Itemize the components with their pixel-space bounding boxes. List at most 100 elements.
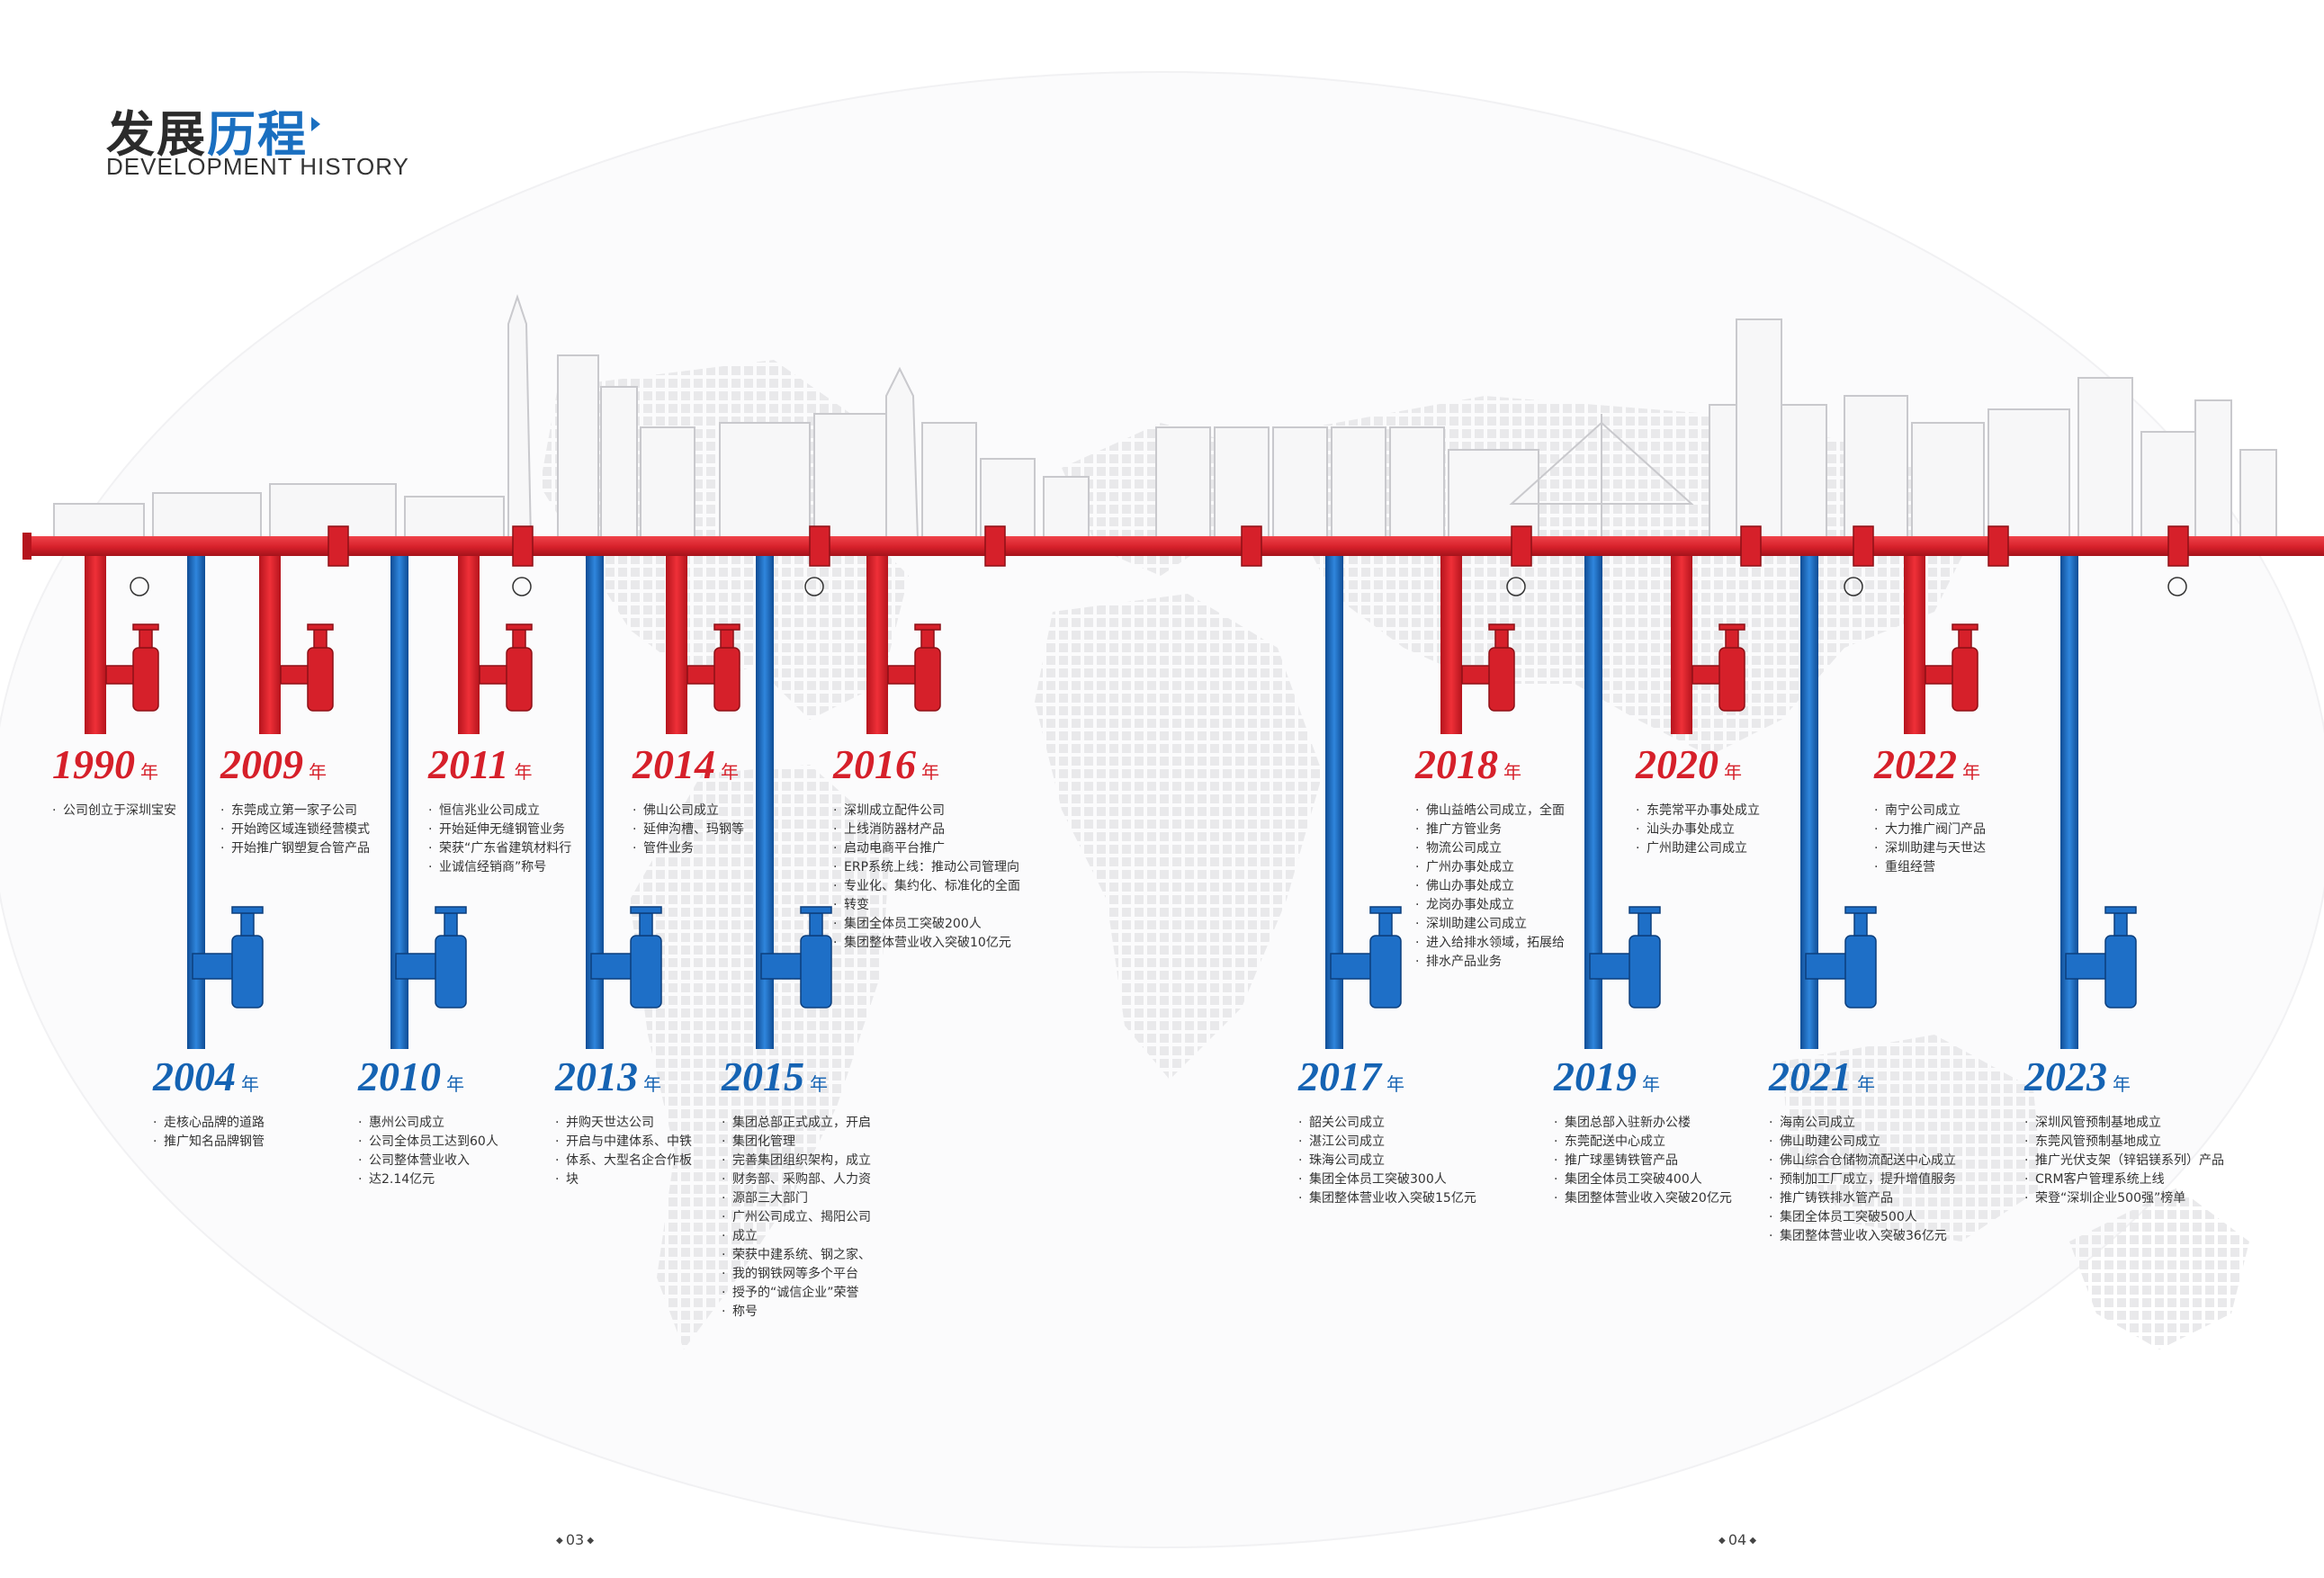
event-year: 2019 年: [1554, 1054, 1732, 1107]
event-items: 东莞常平办事处成立汕头办事处成立广州助建公司成立: [1636, 802, 1760, 858]
year-number: 2004: [153, 1053, 236, 1099]
event-year: 2011 年: [428, 742, 571, 794]
year-number: 2020: [1636, 741, 1718, 787]
year-number: 2017: [1298, 1053, 1381, 1099]
event-item: 体系、大型名企合作板: [555, 1152, 692, 1170]
event-items: 深圳成立配件公司上线消防器材产品启动电商平台推广ERP系统上线：推动公司管理向专…: [833, 802, 1020, 953]
event-item: 专业化、集约化、标准化的全面: [833, 877, 1020, 896]
inline-valves: [130, 525, 2189, 596]
event-2013: 2013年并购天世达公司开启与中建体系、中铁体系、大型名企合作板块: [555, 1053, 692, 1190]
title-part-dark: 发展: [106, 106, 207, 163]
event-year: 2023 年: [2024, 1054, 2224, 1107]
event-year: 2020 年: [1636, 742, 1760, 794]
event-item: ERP系统上线：推动公司管理向: [833, 858, 1020, 877]
event-items: 南宁公司成立大力推广阀门产品深圳助建与天世达重组经营: [1874, 802, 1986, 877]
event-item: 珠海公司成立: [1298, 1152, 1476, 1170]
event-item: 集团整体营业收入突破15亿元: [1298, 1189, 1476, 1208]
event-item: 佛山综合仓储物流配送中心成立: [1769, 1152, 1956, 1170]
event-item: 推广知名品牌钢管: [153, 1133, 265, 1152]
event-year: 2018 年: [1415, 742, 1565, 794]
event-item: 我的钢铁网等多个平台: [722, 1265, 871, 1284]
event-item: 东莞风管预制基地成立: [2024, 1133, 2224, 1152]
event-2009: 2009 年东莞成立第一家子公司开始跨区域连锁经营模式开始推广钢塑复合管产品: [220, 741, 370, 859]
year-suffix: 年: [446, 1073, 464, 1095]
event-item: 开始跨区域连锁经营模式: [220, 820, 370, 839]
year-suffix: 年: [309, 761, 327, 783]
event-item: 集团总部入驻新办公楼: [1554, 1114, 1732, 1133]
event-item: 集团整体营业收入突破20亿元: [1554, 1189, 1732, 1208]
event-2011: 2011年恒信兆业公司成立开始延伸无缝钢管业务荣获“广东省建筑材料行业诚信经销商…: [428, 742, 571, 878]
event-item: 集团全体员工突破400人: [1554, 1170, 1732, 1189]
event-item: 深圳风管预制基地成立: [2024, 1114, 2224, 1133]
event-year: 2010 年: [358, 1054, 498, 1107]
event-2019: 2019年集团总部入驻新办公楼东莞配送中心成立推广球墨铸铁管产品集团全体员工突破…: [1554, 1054, 1732, 1209]
year-suffix: 年: [1724, 761, 1742, 783]
event-item: 广州办事处成立: [1415, 858, 1565, 877]
blue-branches: [187, 556, 2078, 1049]
event-item: 开启与中建体系、中铁: [555, 1133, 692, 1152]
event-item: 湛江公司成立: [1298, 1133, 1476, 1152]
event-item: 开始推广钢塑复合管产品: [220, 839, 370, 858]
page-title: 发展历程: [106, 94, 308, 166]
event-item: 佛山公司成立: [633, 802, 744, 820]
year-number: 2009: [220, 741, 303, 787]
event-items: 佛山益皓公司成立，全面推广方管业务物流公司成立广州办事处成立佛山办事处成立龙岗办…: [1415, 802, 1565, 972]
event-item: 大力推广阀门产品: [1874, 820, 1986, 839]
event-1990: 1990年公司创立于深圳宝安: [52, 742, 176, 821]
event-item: 恒信兆业公司成立: [428, 802, 571, 820]
event-item: 东莞成立第一家子公司: [220, 802, 370, 820]
event-item: 集团全体员工突破200人: [833, 915, 1020, 934]
event-item: 公司创立于深圳宝安: [52, 802, 176, 820]
year-suffix: 年: [1503, 761, 1521, 783]
event-year: 2016 年: [833, 742, 1020, 794]
event-items: 海南公司成立佛山助建公司成立佛山综合仓储物流配送中心成立预制加工厂成立，提升增值…: [1769, 1114, 1956, 1246]
red-valves: [105, 623, 1979, 712]
event-2018: 2018年佛山益皓公司成立，全面推广方管业务物流公司成立广州办事处成立佛山办事处…: [1415, 742, 1565, 973]
city-skyline: [53, 293, 2277, 541]
page-number-right: ◆ 04 ◆: [1718, 1531, 1757, 1548]
year-suffix: 年: [1857, 1073, 1875, 1095]
event-item: 深圳助建公司成立: [1415, 915, 1565, 934]
red-branches: [85, 556, 1925, 734]
event-items: 走核心品牌的道路推广知名品牌钢管: [153, 1114, 265, 1152]
event-item: 源部三大部门: [722, 1189, 871, 1208]
event-item: 转变: [833, 896, 1020, 915]
event-item: CRM客户管理系统上线: [2024, 1170, 2224, 1189]
event-item: 授予的“诚信企业”荣誉: [722, 1284, 871, 1303]
event-year: 2017 年: [1298, 1054, 1476, 1107]
year-suffix: 年: [140, 761, 158, 783]
event-item: 荣登“深圳企业500强”榜单: [2024, 1189, 2224, 1208]
event-item: 达2.14亿元: [358, 1170, 498, 1189]
event-year: 2022 年: [1874, 742, 1986, 794]
event-item: 管件业务: [633, 839, 744, 858]
event-item: 开始延伸无缝钢管业务: [428, 820, 571, 839]
year-number: 2019: [1554, 1053, 1637, 1099]
event-item: 集团整体营业收入突破10亿元: [833, 934, 1020, 953]
year-suffix: 年: [514, 761, 533, 783]
event-items: 惠州公司成立公司全体员工达到60人公司整体营业收入达2.14亿元: [358, 1114, 498, 1189]
event-2022: 2022年南宁公司成立大力推广阀门产品深圳助建与天世达重组经营: [1874, 742, 1986, 878]
event-items: 东莞成立第一家子公司开始跨区域连锁经营模式开始推广钢塑复合管产品: [220, 802, 370, 858]
event-item: 深圳成立配件公司: [833, 802, 1020, 820]
event-2020: 2020 年东莞常平办事处成立汕头办事处成立广州助建公司成立: [1636, 742, 1760, 859]
event-item: 佛山助建公司成立: [1769, 1133, 1956, 1152]
year-number: 2013: [555, 1053, 638, 1099]
event-items: 佛山公司成立延伸沟槽、玛钢等管件业务: [633, 802, 744, 858]
event-items: 恒信兆业公司成立开始延伸无缝钢管业务荣获“广东省建筑材料行业诚信经销商”称号: [428, 802, 571, 877]
event-item: 重组经营: [1874, 858, 1986, 877]
event-items: 公司创立于深圳宝安: [52, 802, 176, 820]
main-pipe: [22, 536, 2324, 556]
event-item: 佛山益皓公司成立，全面: [1415, 802, 1565, 820]
year-suffix: 年: [1962, 761, 1980, 783]
event-item: 南宁公司成立: [1874, 802, 1986, 820]
event-item: 推广球墨铸铁管产品: [1554, 1152, 1732, 1170]
event-items: 集团总部入驻新办公楼东莞配送中心成立推广球墨铸铁管产品集团全体员工突破400人集…: [1554, 1114, 1732, 1208]
event-item: 集团总部正式成立，开启: [722, 1114, 871, 1133]
event-item: 集团全体员工突破500人: [1769, 1208, 1956, 1227]
event-year: 2021 年: [1769, 1054, 1956, 1107]
year-number: 2016: [833, 741, 916, 787]
event-2014: 2014 年佛山公司成立延伸沟槽、玛钢等管件业务: [633, 742, 744, 859]
event-item: 集团全体员工突破300人: [1298, 1170, 1476, 1189]
event-item: 推广铸铁排水管产品: [1769, 1189, 1956, 1208]
